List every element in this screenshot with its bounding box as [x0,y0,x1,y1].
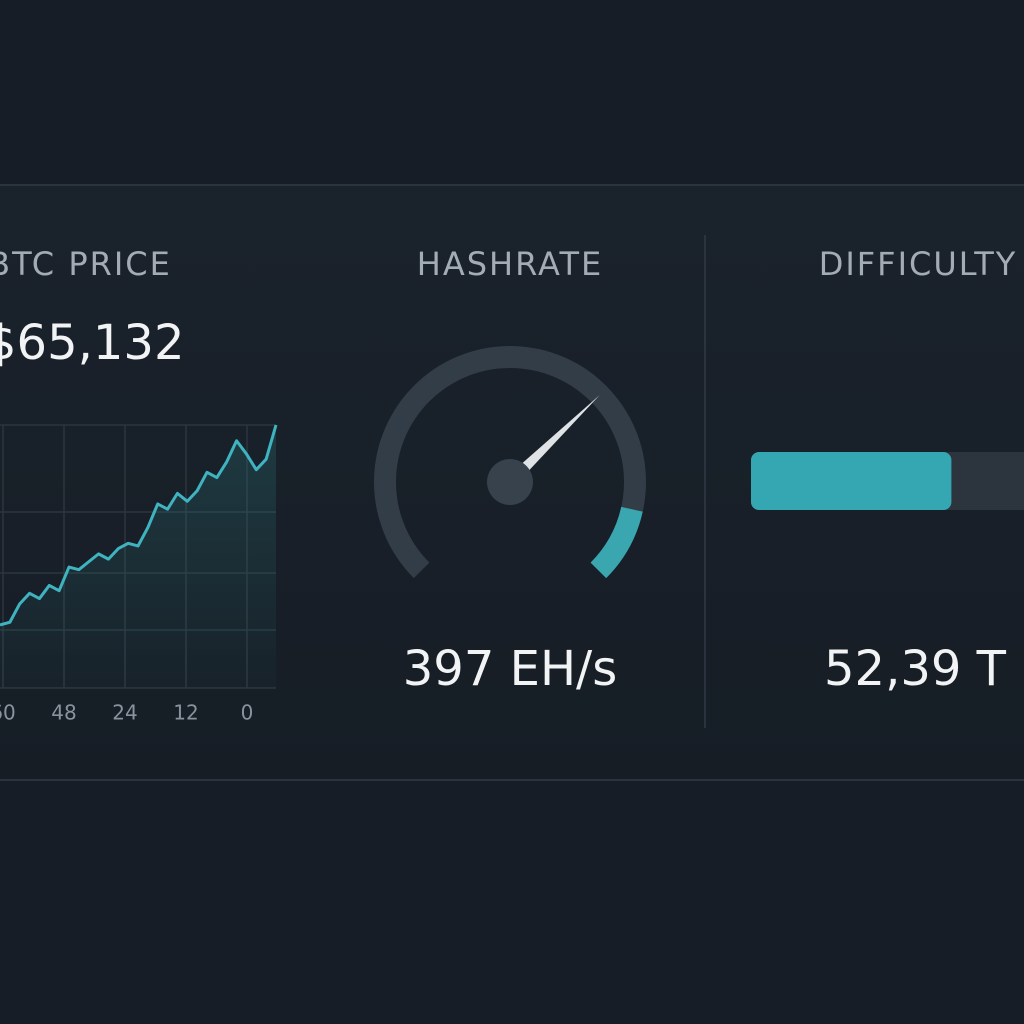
gauge-track [374,346,646,579]
x-tick-label: 60 [0,701,16,725]
x-tick-label: 12 [173,701,198,725]
gauge [374,346,646,579]
gauge-needle [505,395,600,487]
progress-fill [751,452,952,510]
progress-bar [751,452,1024,510]
x-tick-label: 48 [51,701,76,725]
panel-title: HASHRATE [417,245,603,283]
panel-title: DIFFICULTY [819,245,1018,283]
panel-title: BTC PRICE [0,245,172,283]
price-chart: 60 48 24 12 0 [0,424,278,725]
panel-value: $65,132 [0,315,185,371]
area [0,425,276,688]
gauge-accent [590,506,643,579]
x-tick-label: 0 [241,701,254,725]
panel-value: 52,39 T [824,641,1007,697]
price-line [0,424,278,627]
gauge-hub [487,459,533,505]
panel-value: 397 EH/s [403,641,617,697]
x-tick-label: 24 [112,701,137,725]
